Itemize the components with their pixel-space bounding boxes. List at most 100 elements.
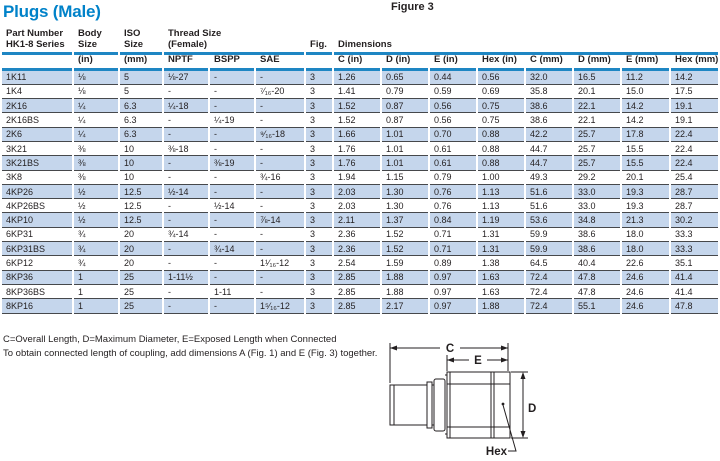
- table-cell: -: [256, 242, 305, 257]
- table-cell: 5: [120, 70, 162, 85]
- table-row: 2K6 ¼ 6.3- - ⁹⁄₁₆-18 3 1.66 1.01 0.70 0.88 42.2 25.…: [2, 127, 719, 142]
- table-cell: 72.4: [526, 285, 573, 300]
- table-cell: 6.3: [120, 99, 162, 114]
- table-cell: 1.30: [382, 184, 429, 200]
- table-cell: 3: [306, 184, 333, 200]
- table-cell: 25: [120, 270, 162, 285]
- table-cell: 3: [306, 99, 333, 114]
- table-cell: 8KP36BS: [2, 285, 72, 300]
- table-cell: ¾: [74, 256, 118, 271]
- table-cell: 1-11: [210, 285, 254, 300]
- col-header-fig: Fig.: [306, 28, 333, 55]
- table-row: 3K21 ⅜ 10 ⅜-18- -3 1.76 1.01 0.61 0.88 44.7 25.7 15…: [2, 142, 719, 157]
- table-cell: ⅛-27: [164, 70, 208, 85]
- table-cell: 15.0: [622, 85, 670, 100]
- plug-hex-body: [446, 371, 511, 439]
- table-cell: 2.54: [334, 256, 381, 271]
- table-cell: 22.1: [574, 99, 621, 114]
- table-cell: 1.63: [478, 270, 525, 285]
- table-cell: 59.9: [526, 242, 573, 257]
- table-cell: -: [164, 113, 208, 128]
- table-cell: 0.88: [478, 127, 525, 142]
- table-cell: 1.13: [478, 199, 525, 214]
- table-cell: 25: [120, 285, 162, 300]
- dim-label-e: E: [474, 355, 482, 367]
- plug-tip: [389, 384, 428, 426]
- table-cell: 41.4: [671, 270, 719, 285]
- subheader-cell: SAE: [256, 55, 305, 71]
- table-cell: 30.2: [671, 213, 719, 228]
- table-cell: 3: [306, 113, 333, 128]
- table-cell: 2.85: [334, 285, 381, 300]
- table-cell: 38.6: [526, 99, 573, 114]
- table-cell: 47.8: [574, 270, 621, 285]
- table-cell: 0.56: [478, 70, 525, 85]
- table-cell: 3K21BS: [2, 156, 72, 171]
- table-cell: 64.5: [526, 256, 573, 271]
- table-cell: ⅜: [74, 156, 118, 171]
- table-row: 4KP10 ½ 12.5- - ⅞-14 3 2.11 1.37 0.84 1.19 53.6 34.…: [2, 213, 719, 228]
- table-cell: 12.5: [120, 199, 162, 214]
- table-cell: 18.0: [622, 242, 670, 257]
- table-cell: ⅛: [74, 85, 118, 100]
- table-cell: 1.01: [382, 127, 429, 142]
- footnote-line: To obtain connected length of coupling, …: [3, 348, 378, 359]
- table-cell: 0.87: [382, 99, 429, 114]
- table-cell: 2.11: [334, 213, 381, 228]
- table-cell: 6KP31BS: [2, 242, 72, 257]
- table-cell: -: [210, 127, 254, 142]
- table-row: 2K16 ¼ 6.3 ¼-18- -3 1.52 0.87 0.56 0.75 38.6 22.1 1…: [2, 99, 719, 114]
- table-row: 4KP26 ½ 12.5 ½-14- -3 2.03 1.30 0.76 1.13 51.6 33.…: [2, 184, 719, 200]
- table-cell: 0.89: [430, 256, 477, 271]
- table-cell: 3: [306, 85, 333, 100]
- table-cell: 25: [120, 299, 162, 314]
- table-cell: ¾: [74, 242, 118, 257]
- table-cell: -: [164, 85, 208, 100]
- table-cell: 0.71: [430, 228, 477, 243]
- table-cell: -: [256, 285, 305, 300]
- table-cell: 3K21: [2, 142, 72, 157]
- table-cell: 2.85: [334, 299, 381, 314]
- d-arrow-top: [520, 372, 526, 379]
- table-cell: 3: [306, 127, 333, 142]
- e-arrow-left: [447, 357, 454, 363]
- table-cell: -: [164, 299, 208, 314]
- table-cell: 1.37: [382, 213, 429, 228]
- table-cell: 24.6: [622, 299, 670, 314]
- table-cell: 0.59: [430, 85, 477, 100]
- subheader-cell: C (mm): [526, 55, 573, 71]
- table-cell: -: [164, 127, 208, 142]
- subheader-cell: (mm): [120, 55, 162, 71]
- table-cell: 4KP10: [2, 213, 72, 228]
- table-cell: -: [256, 142, 305, 157]
- table-cell: 33.0: [574, 199, 621, 214]
- table-cell: ¾-14: [164, 228, 208, 243]
- table-cell: ½: [74, 213, 118, 228]
- table-cell: 0.56: [430, 113, 477, 128]
- table-cell: 6.3: [120, 113, 162, 128]
- table-cell: 1.31: [478, 228, 525, 243]
- table-cell: -: [164, 213, 208, 228]
- table-cell: ½: [74, 199, 118, 214]
- table-cell: 1.76: [334, 156, 381, 171]
- table-cell: 0.97: [430, 285, 477, 300]
- table-cell: -: [210, 256, 254, 271]
- table-cell: ¼-18: [164, 99, 208, 114]
- table-cell: 22.4: [671, 156, 719, 171]
- table-cell: -: [210, 213, 254, 228]
- hex-label: Hex: [486, 446, 508, 458]
- table-cell: 11.2: [622, 70, 670, 85]
- hex-section-dividers: [449, 372, 495, 438]
- table-cell: -: [256, 99, 305, 114]
- table-cell: -: [256, 270, 305, 285]
- table-cell: -: [164, 171, 208, 185]
- plugs-dimensions-table: Part Number HK1-8 Series Body Size ISO S…: [0, 28, 720, 314]
- table-cell: 3: [306, 285, 333, 300]
- col-header-body-size: Body Size: [74, 28, 118, 55]
- table-cell: 49.3: [526, 171, 573, 185]
- table-cell: 2.36: [334, 228, 381, 243]
- plug-diagram: C E D Hex: [389, 343, 536, 458]
- plug-collar-ridge: [433, 378, 446, 432]
- table-cell: 15.5: [622, 156, 670, 171]
